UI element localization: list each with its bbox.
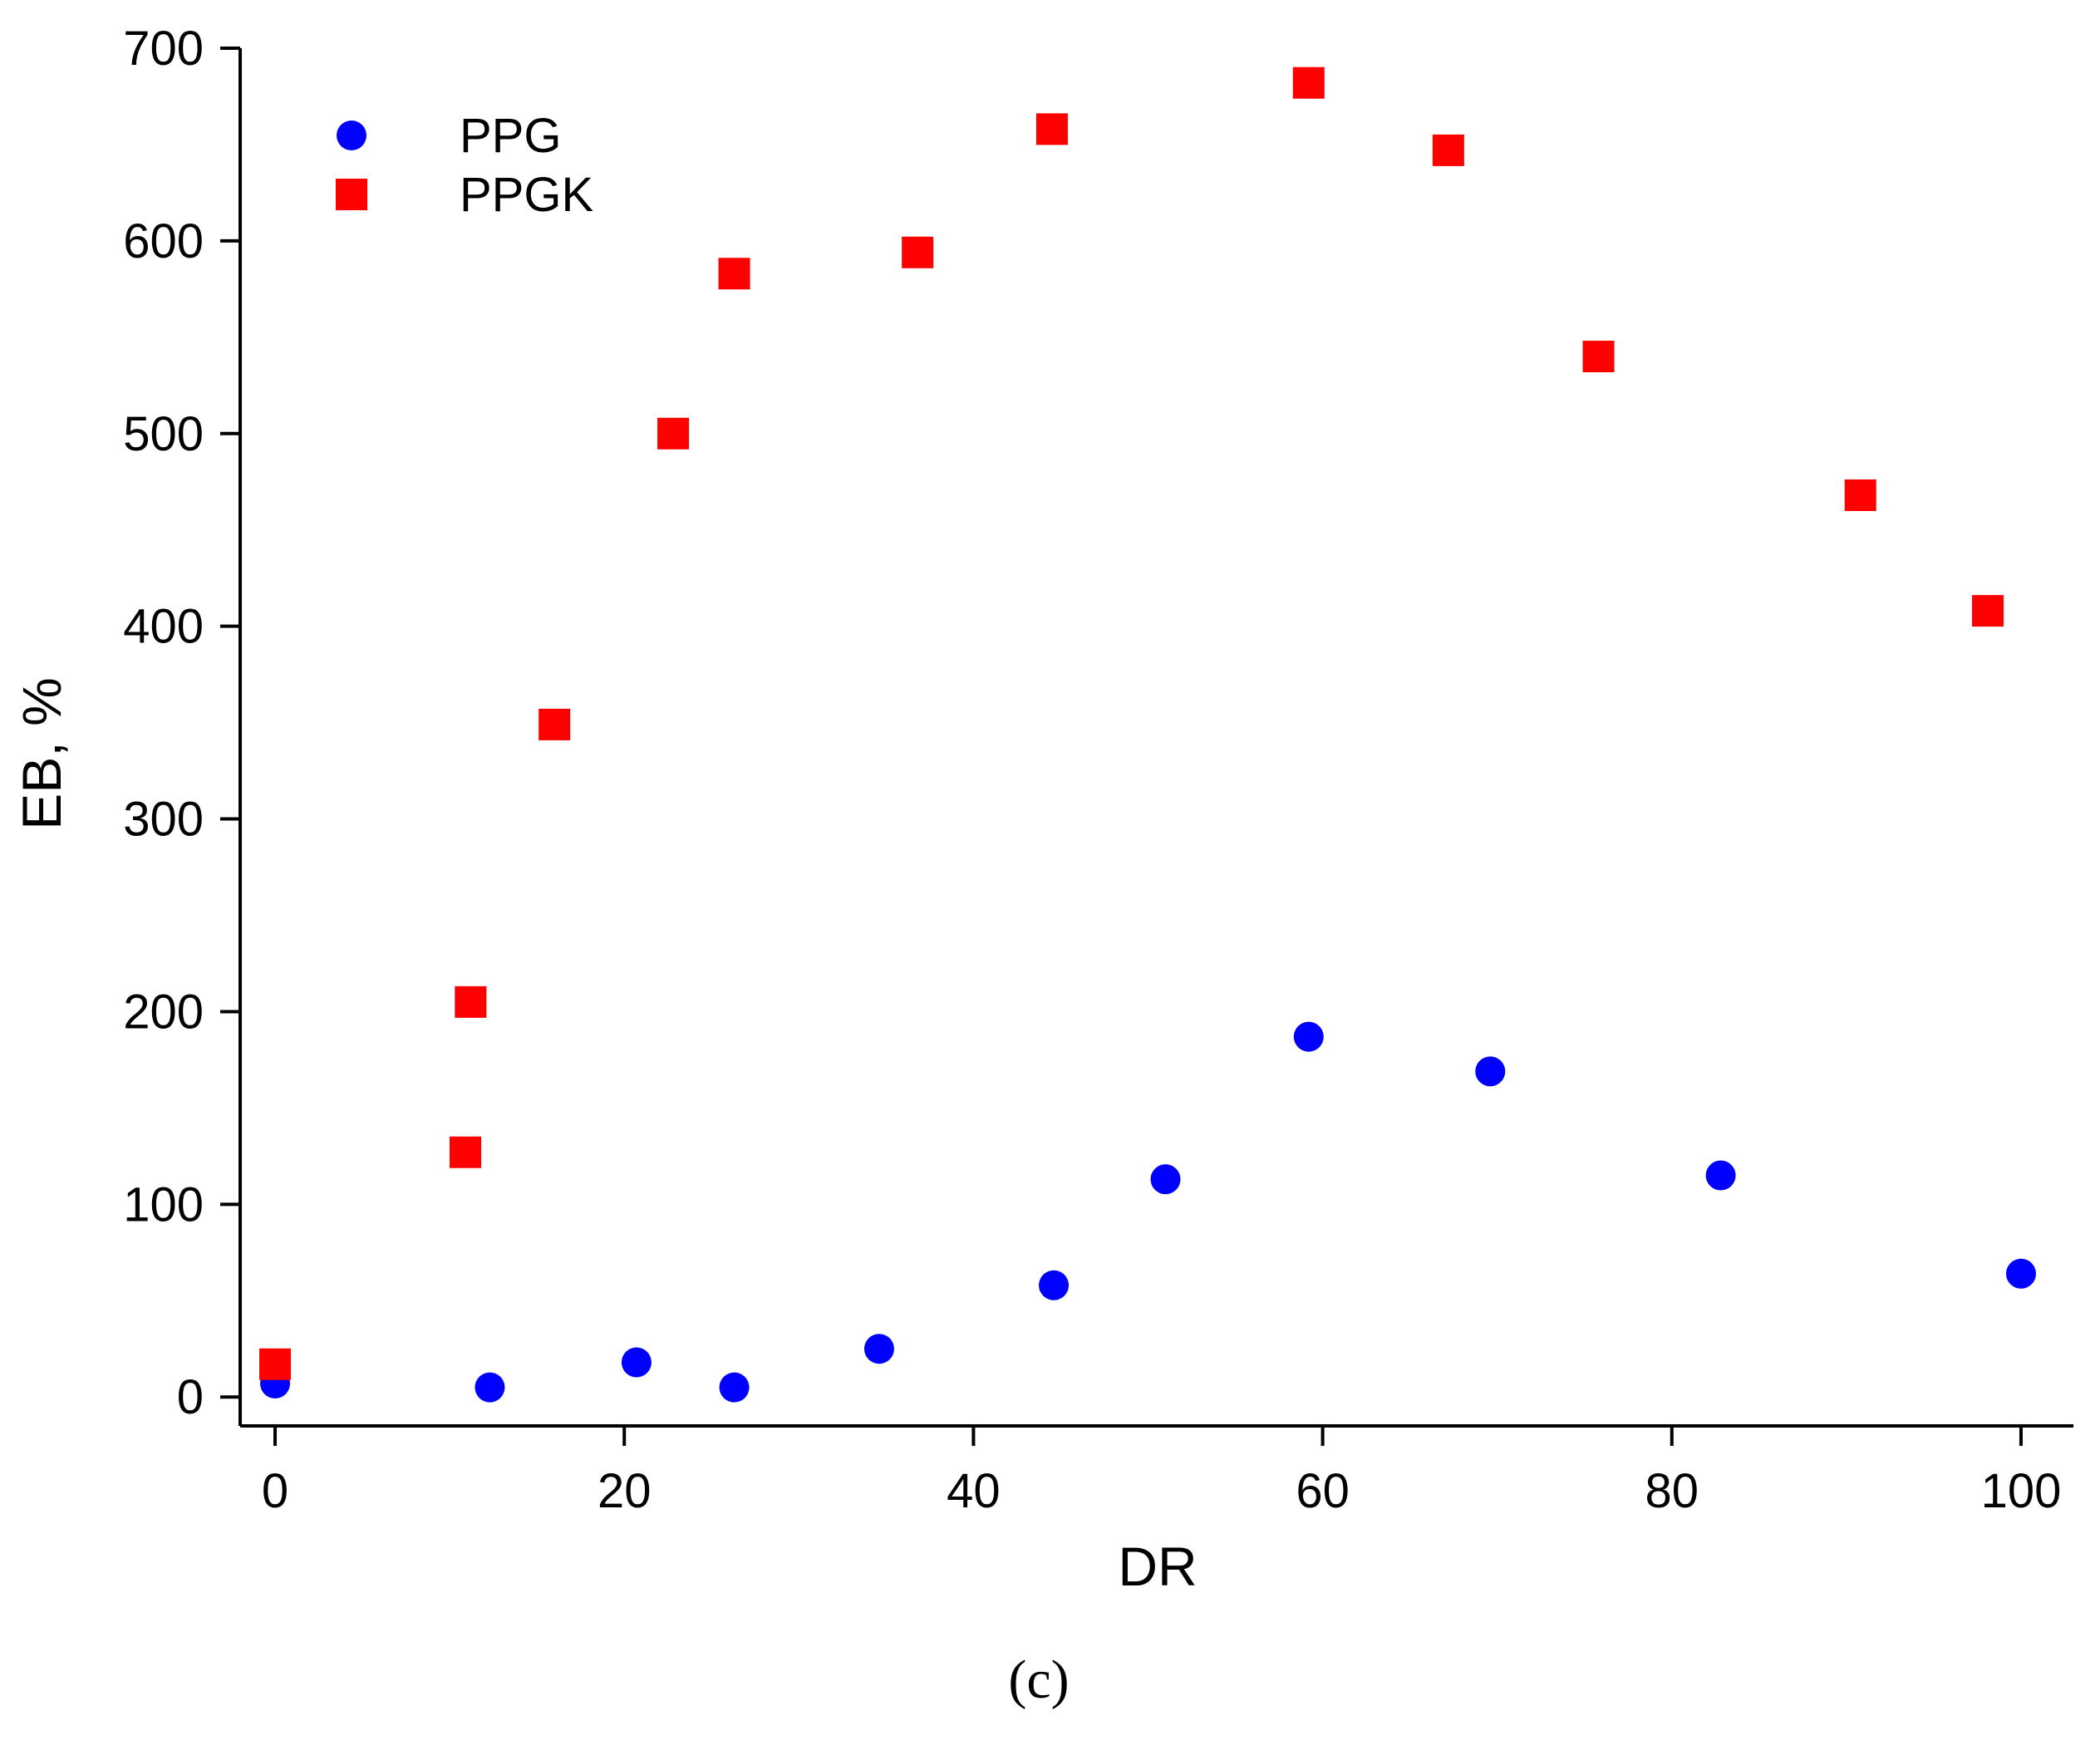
- legend-square-marker: [336, 179, 367, 210]
- legend-item-ppgk: PPGK: [336, 168, 593, 222]
- x-tick-label: 100: [1981, 1464, 2062, 1518]
- axes: [239, 48, 2073, 1428]
- ppgk-point: [657, 417, 690, 450]
- ppgk-point: [1582, 341, 1615, 373]
- ppgk-point: [1972, 595, 2004, 627]
- ppg-point: [719, 1372, 750, 1403]
- ppg-point: [2005, 1258, 2036, 1289]
- ppg-point: [1475, 1056, 1506, 1087]
- x-ticks: 0 20 40 60 80 100: [262, 1426, 2061, 1518]
- legend-label: PPG: [460, 109, 562, 163]
- y-tick-label: 0: [177, 1370, 204, 1424]
- ppg-point: [863, 1334, 894, 1364]
- x-tick-label: 40: [947, 1464, 1001, 1518]
- ppgk-point: [1844, 479, 1876, 511]
- figure-caption: (c): [1008, 1649, 1069, 1710]
- series-ppg: [260, 1021, 2036, 1403]
- ppgk-point: [455, 986, 487, 1018]
- ppgk-point: [259, 1348, 292, 1380]
- ppg-point: [1705, 1160, 1736, 1191]
- series-ppgk: [259, 66, 2004, 1380]
- y-tick-label: 500: [123, 407, 204, 461]
- ppg-point: [621, 1347, 652, 1378]
- y-tick-label: 100: [123, 1177, 204, 1231]
- ppg-point: [1150, 1164, 1181, 1195]
- legend-label: PPGK: [460, 168, 593, 222]
- ppgk-point: [1292, 66, 1325, 99]
- y-tick-label: 300: [123, 793, 204, 847]
- y-tick-label: 400: [123, 600, 204, 654]
- data-marks: [259, 66, 2036, 1403]
- x-tick-label: 60: [1296, 1464, 1350, 1518]
- x-tick-label: 0: [262, 1464, 288, 1518]
- x-tick-label: 80: [1645, 1464, 1699, 1518]
- ppgk-point: [539, 708, 571, 740]
- x-axis-title: DR: [1118, 1536, 1197, 1597]
- ppg-point: [1293, 1021, 1324, 1052]
- ppgk-point: [718, 258, 750, 290]
- y-tick-label: 700: [123, 22, 204, 76]
- ppgk-point: [1432, 134, 1464, 166]
- ppg-point: [1039, 1270, 1070, 1300]
- y-axis-title: EB, %: [11, 677, 72, 829]
- ppgk-point: [1035, 113, 1068, 145]
- y-ticks: 0 100 200 300 400 500 600 700: [123, 22, 240, 1424]
- ppg-point: [475, 1372, 505, 1403]
- x-tick-label: 20: [598, 1464, 652, 1518]
- ppgk-point: [450, 1136, 482, 1168]
- y-tick-label: 600: [123, 214, 204, 268]
- legend-item-ppg: PPG: [337, 109, 562, 163]
- y-tick-label: 200: [123, 985, 204, 1039]
- ppgk-point: [902, 236, 934, 268]
- legend-circle-marker: [337, 120, 366, 150]
